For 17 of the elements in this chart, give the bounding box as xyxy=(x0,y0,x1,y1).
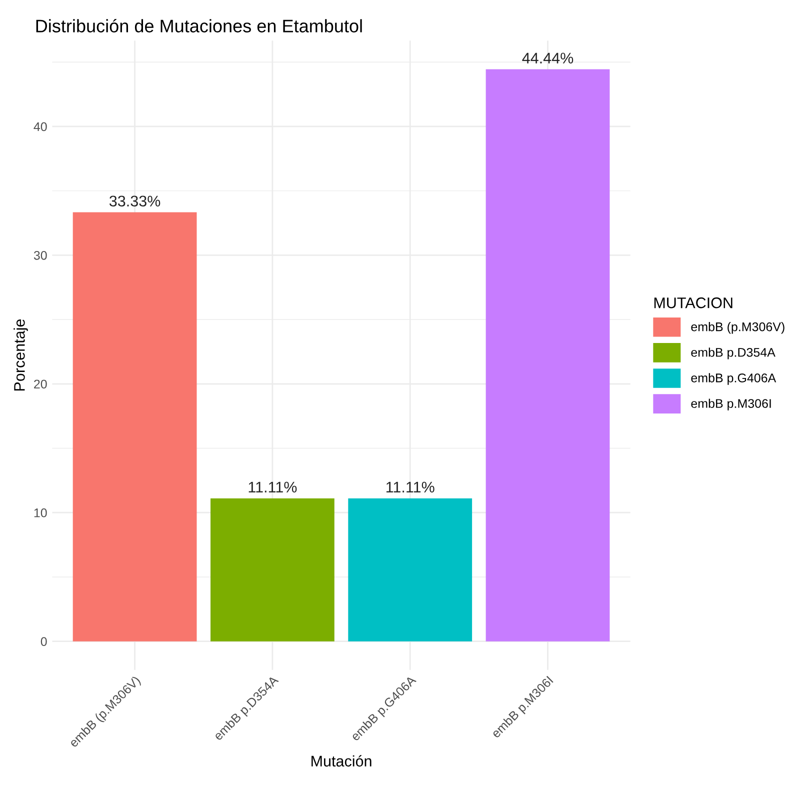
legend-title: MUTACION xyxy=(654,297,732,308)
data-label: 11.11% xyxy=(386,482,434,492)
chart-title: Distribución de Mutaciones en Etambutol xyxy=(36,18,362,32)
y-tick-label: 0 xyxy=(40,637,47,646)
legend-label: embB (p.M306V) xyxy=(691,322,784,334)
y-tick-label: 20 xyxy=(34,380,47,389)
data-label: 11.11% xyxy=(248,482,297,492)
legend-label: embB p.G406A xyxy=(691,373,776,385)
data-label: 33.33% xyxy=(109,196,160,207)
data-label: 44.44% xyxy=(522,52,574,64)
legend-label: embB p.D354A xyxy=(691,348,776,360)
y-tick-label: 30 xyxy=(34,250,47,260)
legend-label: embB p.M306I xyxy=(691,398,771,410)
y-axis-title: Porcentaje xyxy=(14,319,28,391)
y-tick-label: 40 xyxy=(34,122,47,132)
y-tick-label: 10 xyxy=(34,508,47,518)
x-axis-title: Mutación xyxy=(312,755,372,767)
